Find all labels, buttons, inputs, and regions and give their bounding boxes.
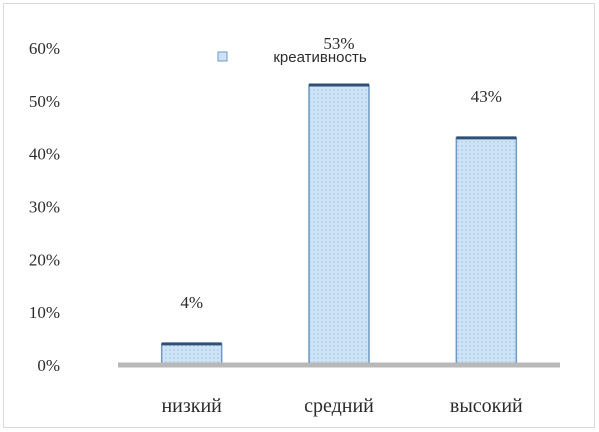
legend: креативность (217, 49, 367, 66)
y-axis: 0% 10% 20% 30% 40% 50% 60% (29, 39, 60, 375)
bar (455, 137, 518, 366)
y-tick-label: 10% (29, 303, 60, 322)
y-tick-label: 0% (37, 356, 60, 375)
category-label: высокий (450, 395, 523, 417)
x-axis: низкий средний высокий (118, 362, 560, 417)
data-label: 4% (180, 293, 203, 312)
y-tick-label: 20% (29, 250, 60, 269)
bar (308, 84, 370, 366)
y-tick-label: 40% (29, 145, 60, 164)
y-tick-label: 50% (29, 92, 60, 111)
bars (160, 83, 518, 366)
category-label: низкий (161, 395, 222, 417)
legend-label: креативность (273, 49, 366, 66)
bar (160, 343, 223, 366)
legend-swatch (217, 51, 228, 62)
data-label: 53% (323, 34, 354, 53)
data-labels: 4% 53% 43% (180, 34, 502, 312)
y-tick-label: 30% (29, 198, 60, 217)
data-label: 43% (471, 87, 502, 106)
y-tick-label: 60% (29, 39, 60, 58)
category-label: средний (304, 395, 374, 417)
